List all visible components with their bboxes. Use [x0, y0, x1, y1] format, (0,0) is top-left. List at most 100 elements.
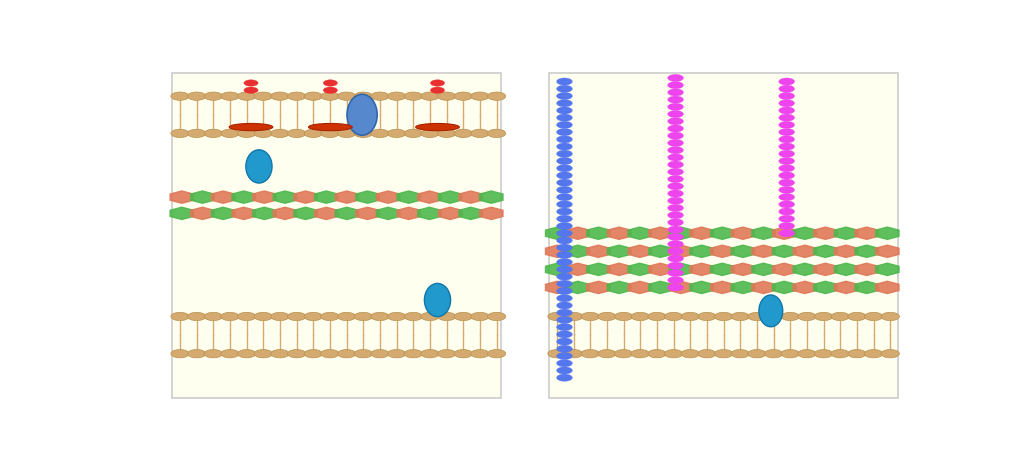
Circle shape: [631, 312, 649, 321]
Circle shape: [557, 172, 572, 179]
Circle shape: [557, 179, 572, 186]
Circle shape: [238, 129, 256, 137]
Circle shape: [455, 349, 472, 358]
Circle shape: [778, 165, 795, 172]
Circle shape: [648, 312, 666, 321]
Circle shape: [781, 349, 800, 358]
Circle shape: [404, 129, 423, 137]
Circle shape: [171, 312, 189, 321]
Circle shape: [338, 129, 355, 137]
Circle shape: [668, 248, 684, 255]
Circle shape: [437, 312, 456, 321]
Circle shape: [557, 244, 572, 251]
Circle shape: [557, 302, 572, 309]
Circle shape: [321, 129, 339, 137]
Circle shape: [354, 129, 373, 137]
Circle shape: [557, 280, 572, 287]
Circle shape: [557, 92, 572, 99]
Circle shape: [668, 110, 684, 118]
Circle shape: [204, 129, 222, 137]
Circle shape: [557, 324, 572, 331]
Circle shape: [557, 367, 572, 374]
Circle shape: [814, 349, 833, 358]
Circle shape: [648, 349, 666, 358]
Circle shape: [471, 129, 489, 137]
Circle shape: [430, 87, 444, 93]
Circle shape: [668, 139, 684, 146]
Circle shape: [668, 255, 684, 262]
Circle shape: [665, 349, 683, 358]
Circle shape: [557, 121, 572, 129]
Circle shape: [187, 349, 206, 358]
Circle shape: [338, 312, 355, 321]
Circle shape: [321, 92, 339, 100]
Circle shape: [557, 251, 572, 258]
Circle shape: [668, 183, 684, 190]
Circle shape: [557, 215, 572, 222]
Circle shape: [304, 349, 323, 358]
Circle shape: [321, 349, 339, 358]
Circle shape: [681, 312, 699, 321]
Circle shape: [204, 92, 222, 100]
Circle shape: [778, 129, 795, 136]
Circle shape: [430, 80, 444, 86]
Circle shape: [668, 212, 684, 219]
Circle shape: [271, 312, 289, 321]
Circle shape: [778, 172, 795, 179]
Circle shape: [171, 129, 189, 137]
Circle shape: [187, 129, 206, 137]
Circle shape: [557, 129, 572, 136]
Circle shape: [668, 190, 684, 197]
Circle shape: [668, 197, 684, 204]
Circle shape: [557, 107, 572, 114]
Circle shape: [668, 125, 684, 132]
Circle shape: [487, 129, 506, 137]
Circle shape: [421, 129, 439, 137]
Circle shape: [487, 92, 506, 100]
Circle shape: [371, 349, 389, 358]
Circle shape: [668, 89, 684, 96]
Circle shape: [668, 154, 684, 161]
Circle shape: [778, 85, 795, 92]
Circle shape: [271, 92, 289, 100]
Circle shape: [765, 349, 782, 358]
Circle shape: [254, 92, 272, 100]
Circle shape: [404, 349, 423, 358]
Circle shape: [487, 312, 506, 321]
Circle shape: [697, 312, 716, 321]
Circle shape: [668, 132, 684, 139]
Circle shape: [668, 82, 684, 89]
Circle shape: [557, 338, 572, 345]
Circle shape: [437, 129, 456, 137]
Circle shape: [548, 312, 566, 321]
Circle shape: [238, 92, 256, 100]
Circle shape: [288, 129, 306, 137]
Circle shape: [697, 349, 716, 358]
Circle shape: [778, 222, 795, 230]
Circle shape: [668, 233, 684, 241]
Circle shape: [324, 87, 338, 93]
Circle shape: [668, 118, 684, 125]
Circle shape: [455, 129, 472, 137]
Ellipse shape: [347, 94, 377, 135]
Circle shape: [881, 312, 899, 321]
Circle shape: [371, 129, 389, 137]
Circle shape: [421, 312, 439, 321]
Circle shape: [404, 312, 423, 321]
Circle shape: [354, 349, 373, 358]
Circle shape: [254, 349, 272, 358]
Circle shape: [668, 161, 684, 168]
Circle shape: [204, 312, 222, 321]
Circle shape: [557, 143, 572, 150]
Circle shape: [778, 179, 795, 186]
Circle shape: [778, 186, 795, 194]
Circle shape: [731, 312, 750, 321]
Circle shape: [668, 74, 684, 82]
Circle shape: [557, 309, 572, 316]
Circle shape: [557, 136, 572, 143]
Circle shape: [848, 312, 866, 321]
Circle shape: [455, 312, 472, 321]
Circle shape: [557, 201, 572, 208]
Ellipse shape: [229, 123, 272, 131]
Circle shape: [557, 150, 572, 158]
